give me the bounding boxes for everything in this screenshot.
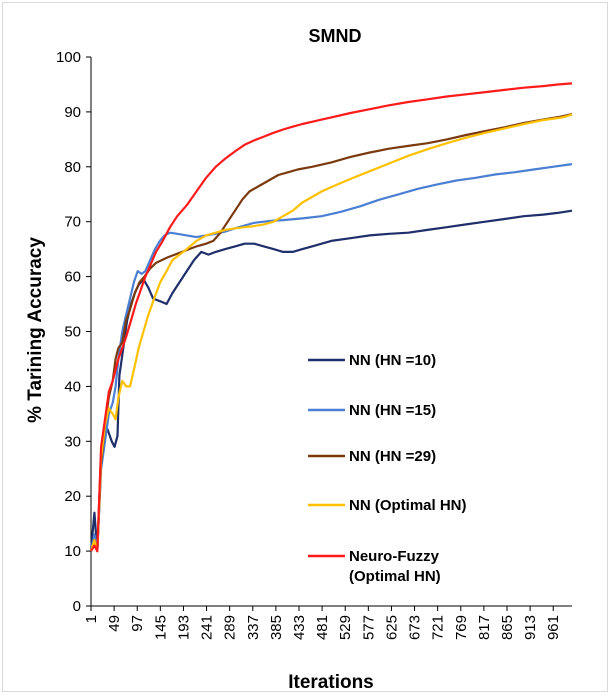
y-tick-label: 50 xyxy=(64,324,81,341)
x-tick-label: 289 xyxy=(222,615,239,640)
x-tick-label: 961 xyxy=(545,615,562,640)
series-line-1 xyxy=(89,209,573,553)
y-tick-label: 0 xyxy=(73,598,81,615)
x-tick-label: 193 xyxy=(175,615,192,640)
y-tick-label: 20 xyxy=(64,488,81,505)
x-tick-label: 913 xyxy=(522,615,539,640)
x-tick-label: 97 xyxy=(129,615,146,632)
chart-title: SMND xyxy=(309,26,362,46)
y-axis-label: % Tarining Accuracy xyxy=(25,237,46,423)
x-tick-label: 721 xyxy=(430,615,447,640)
x-tick-label: 865 xyxy=(499,615,516,640)
legend-label: Neuro-Fuzzy (Optimal HN) xyxy=(349,548,441,585)
x-tick-label: 241 xyxy=(199,615,216,640)
x-tick-label: 337 xyxy=(245,615,262,640)
legend-label: NN (HN =10) xyxy=(349,352,436,369)
x-tick-label: 577 xyxy=(360,615,377,640)
series-line-4 xyxy=(89,113,573,553)
x-tick-label: 145 xyxy=(152,615,169,640)
x-tick-label: 529 xyxy=(337,615,354,640)
series-line-5 xyxy=(90,82,573,553)
x-tick-label: 817 xyxy=(476,615,493,640)
x-tick-label: 1 xyxy=(83,615,100,623)
legend-label: NN (HN =15) xyxy=(349,402,436,419)
y-tick-label: 10 xyxy=(64,543,81,560)
y-tick-label: 60 xyxy=(64,269,81,286)
y-tick-label: 80 xyxy=(64,159,81,176)
x-tick-label: 481 xyxy=(314,615,331,640)
y-tick-label: 40 xyxy=(64,378,81,395)
x-tick-label: 625 xyxy=(383,615,400,640)
x-tick-label: 49 xyxy=(106,615,123,632)
x-tick-label: 385 xyxy=(268,615,285,640)
series-line-3 xyxy=(89,113,573,553)
y-tick-label: 70 xyxy=(64,214,81,231)
y-tick-label: 30 xyxy=(64,433,81,450)
legend-label: NN (HN =29) xyxy=(349,448,436,465)
series-line-2 xyxy=(89,163,573,553)
legend-label: NN (Optimal HN) xyxy=(349,497,467,514)
x-axis-label: Iterations xyxy=(288,672,374,693)
x-tick-label: 769 xyxy=(453,615,470,640)
y-tick-label: 90 xyxy=(64,104,81,121)
y-tick-label: 100 xyxy=(56,49,81,66)
legend: NN (HN =10) NN (HN =15) NN (HN =29) NN (Opt… xyxy=(308,352,467,585)
x-tick-label: 433 xyxy=(291,615,308,640)
x-tick-label: 673 xyxy=(407,615,424,640)
